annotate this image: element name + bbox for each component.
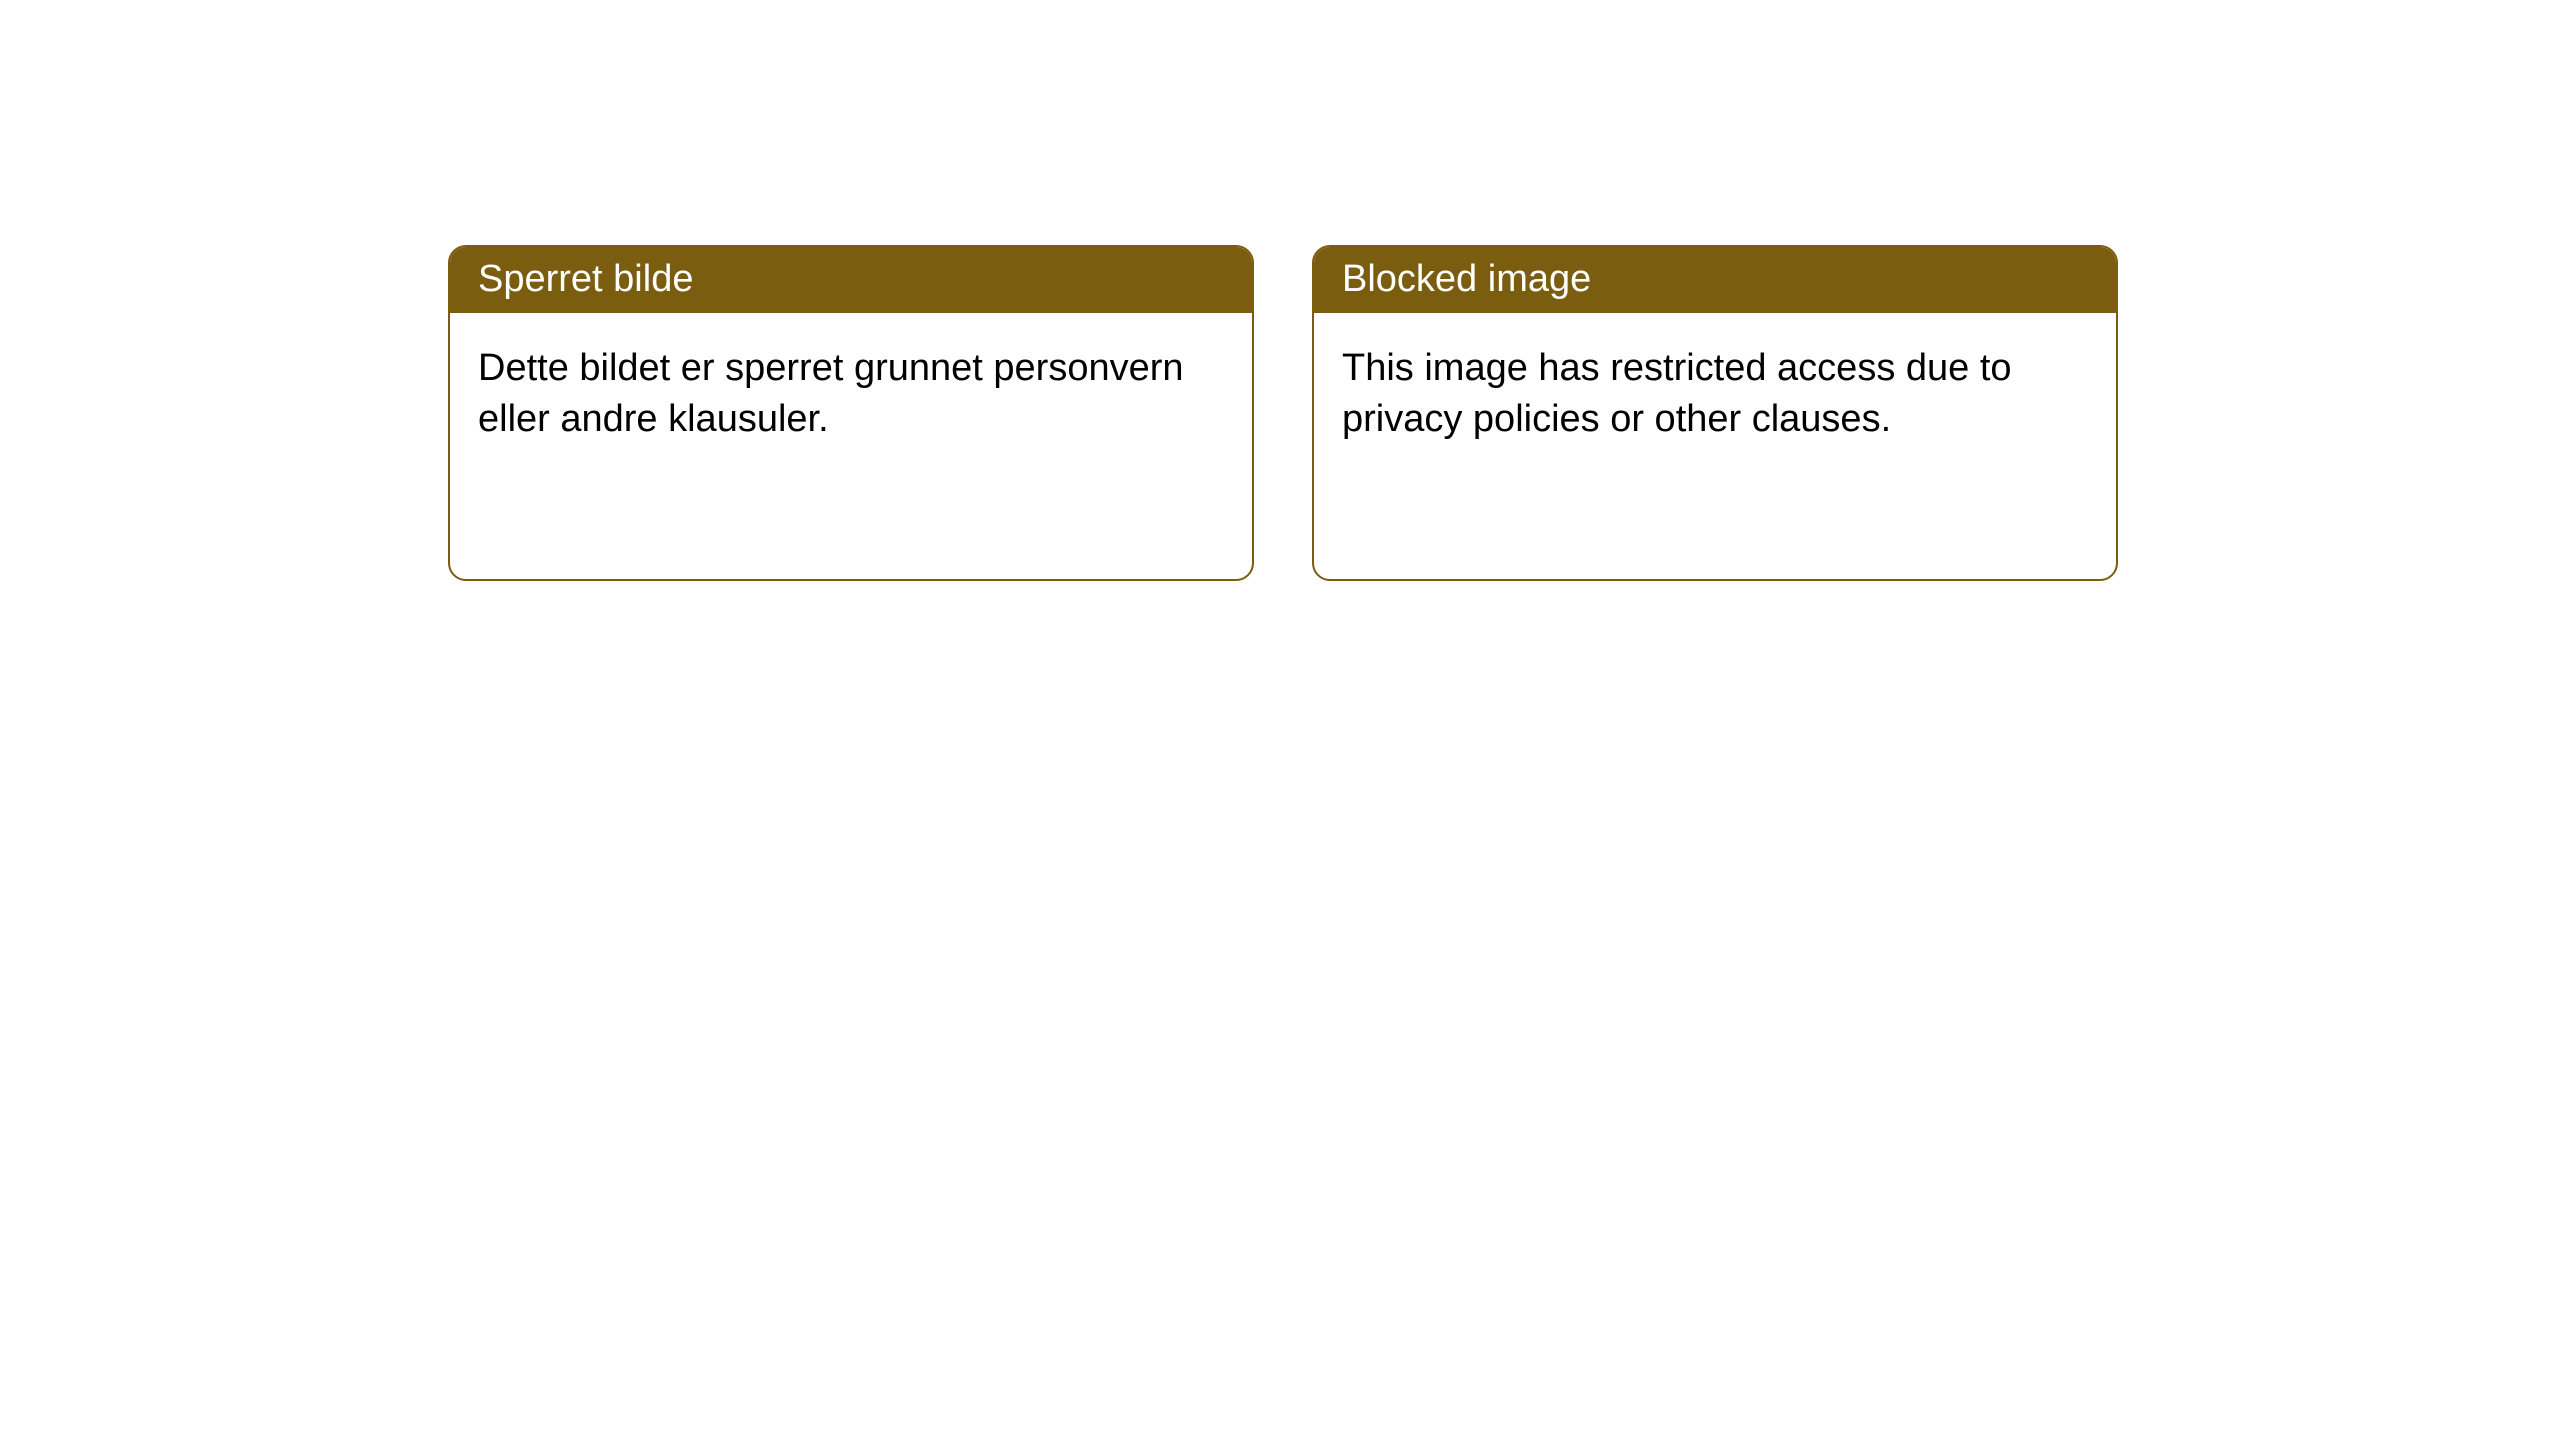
notice-card-norwegian: Sperret bilde Dette bildet er sperret gr… <box>448 245 1254 581</box>
notice-body: Dette bildet er sperret grunnet personve… <box>450 313 1252 476</box>
notice-header: Blocked image <box>1314 247 2116 313</box>
notice-body: This image has restricted access due to … <box>1314 313 2116 476</box>
notice-container: Sperret bilde Dette bildet er sperret gr… <box>0 0 2560 581</box>
notice-card-english: Blocked image This image has restricted … <box>1312 245 2118 581</box>
notice-header: Sperret bilde <box>450 247 1252 313</box>
